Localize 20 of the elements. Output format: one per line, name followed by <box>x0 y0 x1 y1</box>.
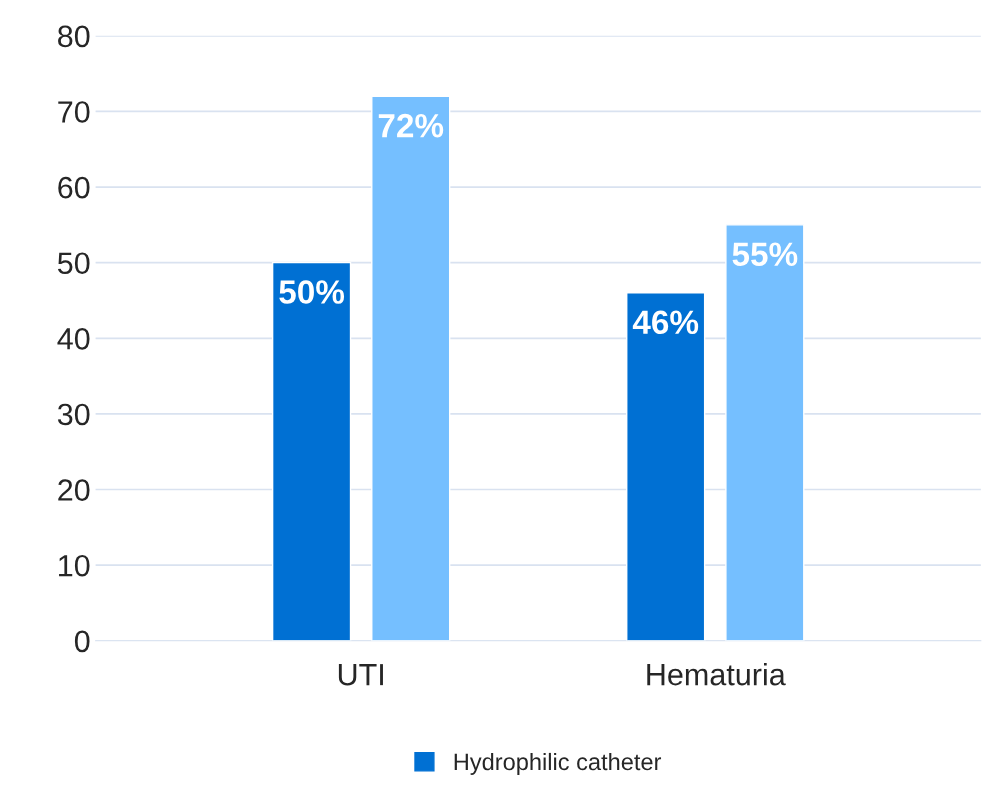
y-tick-label: 70 <box>58 101 90 123</box>
y-tick-label: 10 <box>59 554 90 577</box>
legend-label: Hydrophilic catheter <box>454 752 662 775</box>
bar <box>371 95 451 641</box>
bar <box>271 261 352 641</box>
x-tick-label: UTI <box>338 664 383 686</box>
data-label: 55% <box>732 242 798 267</box>
y-tick-label: 60 <box>58 176 90 199</box>
y-tick-label: 30 <box>57 403 90 426</box>
bar <box>725 224 805 641</box>
data-label: 46% <box>632 310 699 335</box>
bar <box>626 292 706 641</box>
x-tick-label: Hematuria <box>647 663 786 686</box>
data-label: 50% <box>279 280 345 304</box>
y-tick-label: 40 <box>57 328 90 350</box>
y-tick-label: 80 <box>58 25 90 48</box>
data-label: 72% <box>378 113 444 138</box>
y-tick-label: 0 <box>74 630 90 653</box>
y-tick-label: 20 <box>58 479 90 501</box>
y-tick-label: 50 <box>57 252 90 275</box>
